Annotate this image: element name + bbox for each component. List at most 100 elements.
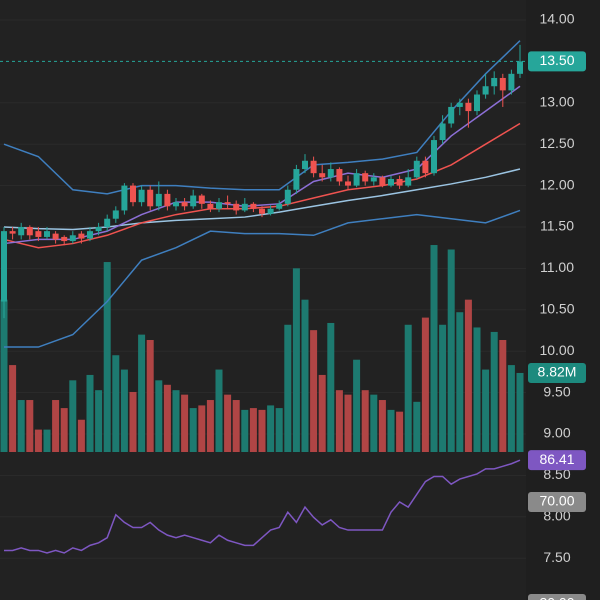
rsi-level-tag: 70.00	[539, 493, 574, 509]
volume-bar	[482, 369, 490, 452]
candle-body	[431, 140, 437, 174]
y-tick-label: 9.00	[543, 425, 570, 441]
y-tick-label: 9.50	[543, 383, 570, 399]
candle-body	[241, 203, 248, 211]
candle-body	[190, 195, 197, 207]
volume-bar	[344, 394, 352, 452]
volume-bar	[86, 374, 94, 452]
volume-bar	[138, 334, 146, 452]
volume-bar	[26, 400, 34, 452]
y-tick-label: 13.00	[539, 94, 574, 110]
candle-body	[456, 102, 463, 107]
y-tick-label: 12.50	[539, 135, 574, 151]
volume-bar	[60, 408, 68, 452]
volume-bar	[9, 365, 17, 452]
candle-body	[9, 231, 16, 234]
volume-bar	[378, 400, 386, 452]
volume-bar	[103, 262, 111, 452]
volume-bar	[473, 327, 481, 452]
candle-body	[508, 73, 515, 91]
volume-bar	[189, 408, 197, 452]
volume-bar	[69, 380, 77, 452]
candle-body	[448, 106, 455, 124]
volume-bar	[172, 390, 180, 452]
volume-bar	[146, 340, 154, 452]
volume-bar	[310, 330, 318, 452]
volume-bar	[52, 400, 60, 452]
y-tick-label: 10.00	[539, 342, 574, 358]
candle-body	[44, 231, 50, 237]
candle-body	[259, 208, 265, 214]
volume-bar	[387, 409, 395, 452]
y-tick-label: 14.00	[539, 11, 574, 27]
rsi-line	[4, 459, 521, 554]
volume-bar	[206, 400, 214, 452]
rsi-level-tag-bg	[528, 492, 586, 512]
candle-body	[121, 185, 128, 211]
volume-bar	[456, 312, 464, 452]
candle-body	[26, 227, 33, 236]
candle-body	[474, 94, 480, 112]
candle-body	[482, 86, 489, 95]
y-tick-label: 12.00	[539, 176, 574, 192]
volume-bar	[0, 299, 8, 452]
y-tick-label: 7.50	[543, 549, 570, 565]
volume-bar	[370, 394, 378, 452]
candle-body	[491, 77, 498, 87]
volume-bar	[232, 400, 240, 452]
candle-body	[250, 203, 257, 209]
volume-bar	[112, 355, 120, 452]
volume-bar	[516, 372, 524, 452]
volume-bar	[499, 340, 507, 452]
volume-bar	[163, 384, 171, 452]
volume-bar	[292, 268, 300, 452]
volume-bar	[361, 390, 369, 452]
volume-tag-bg	[528, 362, 586, 383]
indicator-line	[3, 40, 521, 195]
candle-body	[284, 189, 291, 204]
candle-body	[78, 233, 85, 239]
y-tick-label: 11.00	[540, 259, 574, 275]
candle-body	[405, 177, 412, 186]
volume-bar	[396, 411, 404, 452]
volume-bar	[430, 245, 438, 452]
volume-bar	[404, 324, 412, 452]
candle-body	[345, 181, 351, 186]
volume-bar	[181, 394, 189, 452]
candle-body	[370, 177, 377, 182]
volume-bar	[507, 365, 515, 452]
volume-bar	[198, 405, 206, 452]
volume-bar	[327, 322, 335, 452]
candle-body	[1, 231, 7, 302]
candle-body	[207, 203, 214, 209]
rsi-level-tag: 30.00	[539, 595, 574, 600]
volume-bar	[413, 401, 421, 452]
volume-bar	[241, 409, 249, 452]
volume-bar	[17, 400, 25, 452]
volume-bar	[447, 249, 455, 452]
candle-body	[130, 185, 136, 203]
candle-body	[499, 77, 506, 91]
candle-body	[61, 236, 68, 242]
candle-body	[388, 178, 394, 186]
rsi-tag-bg	[528, 450, 586, 471]
candle-body	[35, 231, 42, 237]
candle-body	[87, 231, 93, 239]
rsi-tag: 86.41	[539, 451, 574, 467]
volume-bar	[129, 391, 137, 452]
volume-bar	[258, 409, 266, 452]
candle-body	[465, 102, 472, 112]
candle-body	[336, 169, 343, 182]
candle-body	[52, 233, 59, 240]
volume-bar	[43, 429, 51, 452]
candle-body	[164, 193, 171, 207]
candle-body	[69, 235, 76, 242]
volume-bar	[155, 380, 163, 452]
volume-bar	[215, 369, 223, 452]
volume-bar	[439, 324, 447, 452]
volume-bar	[120, 369, 128, 452]
volume-bar	[335, 390, 343, 452]
candle-body	[95, 227, 102, 232]
candle-body	[104, 218, 111, 227]
